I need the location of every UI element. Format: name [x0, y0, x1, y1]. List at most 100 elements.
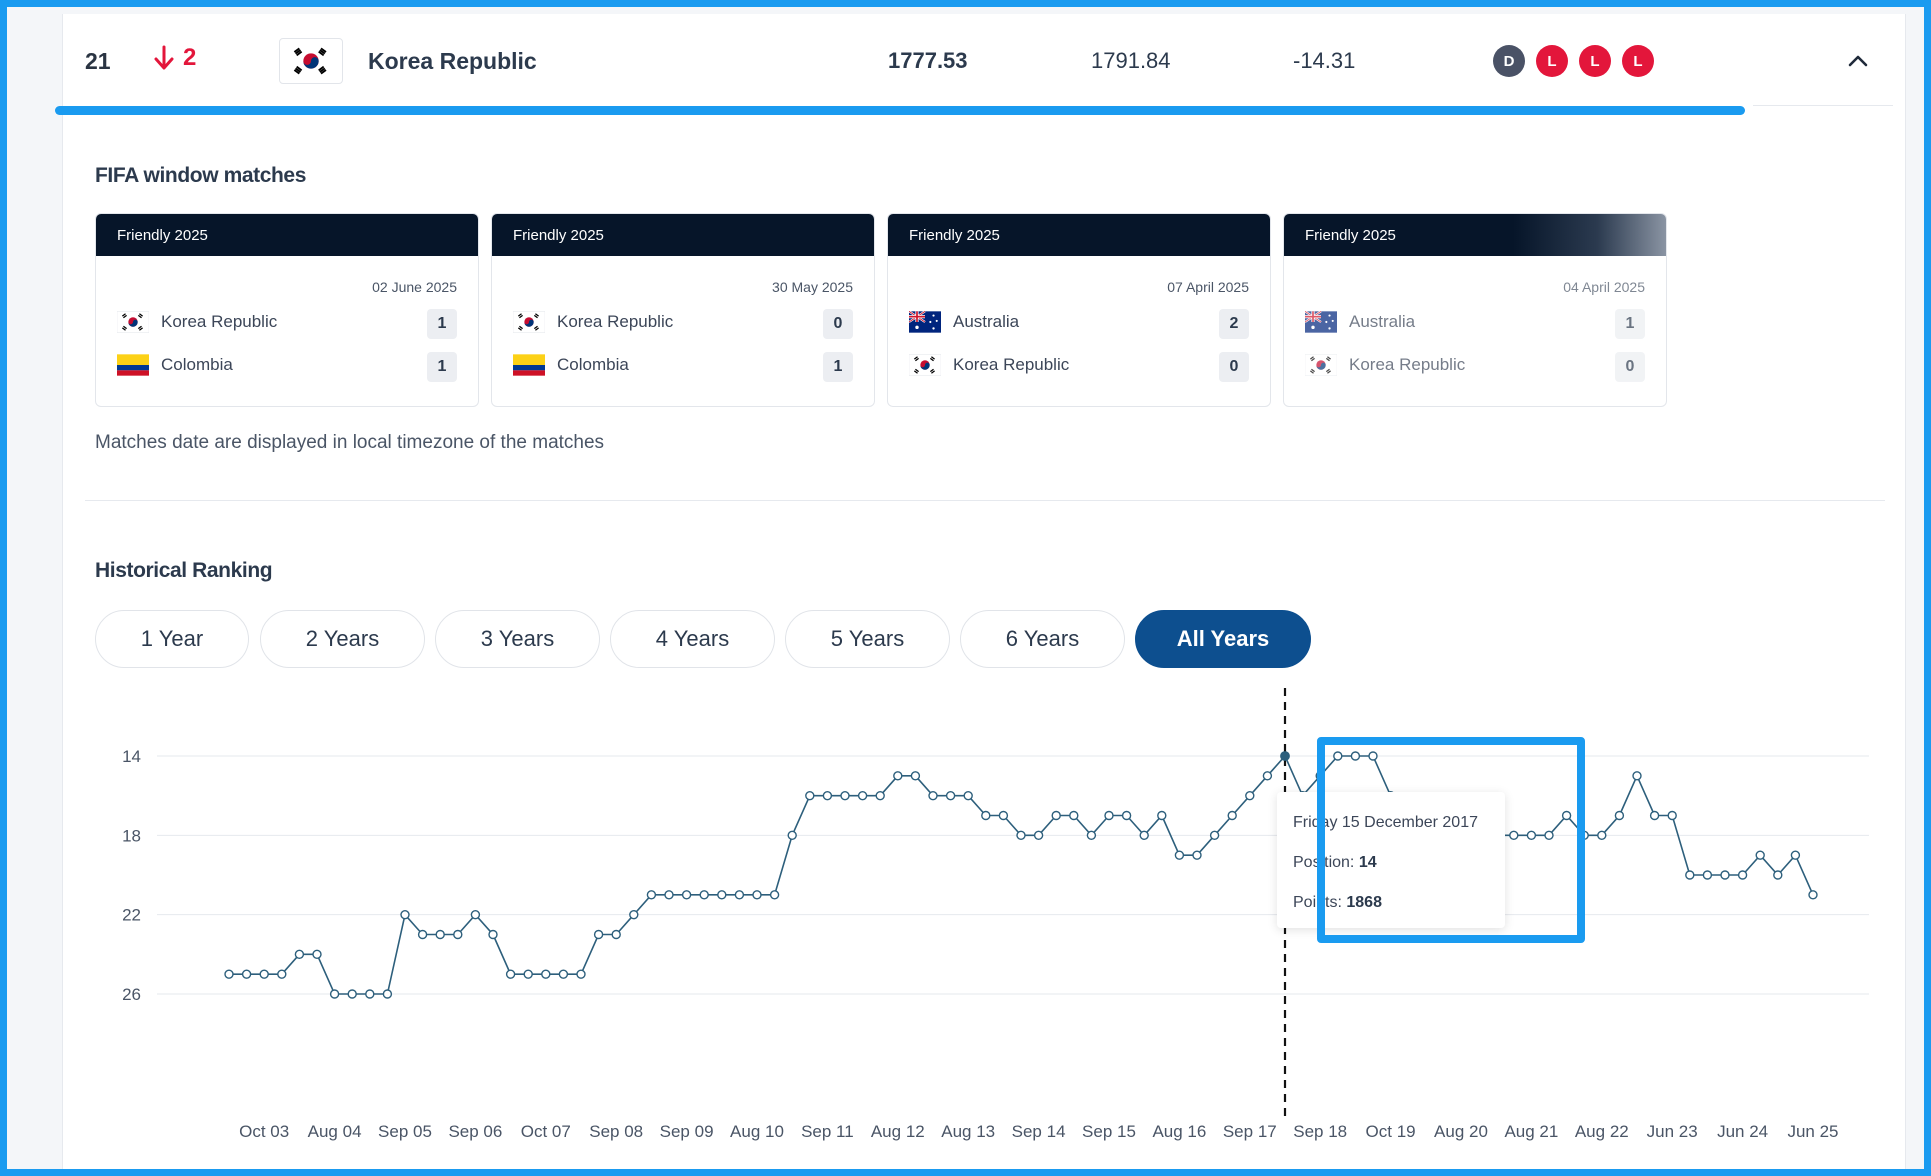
tab-6-years[interactable]: 6 Years: [960, 610, 1125, 668]
data-point[interactable]: [805, 790, 815, 801]
data-point[interactable]: [822, 790, 833, 801]
data-point[interactable]: [523, 969, 533, 979]
data-point[interactable]: [259, 969, 269, 979]
data-point[interactable]: [505, 969, 516, 979]
match-competition: Friendly 2025: [492, 214, 874, 256]
data-point[interactable]: [400, 909, 410, 920]
data-point[interactable]: [558, 969, 569, 979]
data-point[interactable]: [1597, 830, 1607, 841]
data-point[interactable]: [593, 929, 604, 940]
data-point[interactable]: [699, 890, 709, 900]
data-point[interactable]: [224, 969, 234, 979]
data-point[interactable]: [1808, 890, 1818, 900]
data-point[interactable]: [1544, 830, 1554, 841]
data-point[interactable]: [1350, 751, 1361, 761]
tab-all-years[interactable]: All Years: [1135, 610, 1311, 668]
data-point[interactable]: [382, 989, 393, 999]
data-point[interactable]: [611, 929, 621, 940]
data-point[interactable]: [1632, 771, 1642, 781]
away-team-name: Korea Republic: [953, 355, 1070, 374]
data-point[interactable]: [1104, 810, 1114, 821]
data-point[interactable]: [875, 790, 885, 801]
tab-2-years[interactable]: 2 Years: [260, 610, 425, 668]
data-point[interactable]: [787, 830, 797, 841]
data-point[interactable]: [1192, 850, 1202, 860]
data-point[interactable]: [646, 890, 657, 900]
data-point[interactable]: [1016, 830, 1026, 841]
data-point[interactable]: [312, 949, 322, 960]
data-point[interactable]: [1720, 870, 1730, 880]
data-point[interactable]: [488, 929, 498, 940]
data-point[interactable]: [1685, 870, 1695, 880]
tab-5-years[interactable]: 5 Years: [785, 610, 950, 668]
data-point[interactable]: [681, 890, 692, 900]
data-point[interactable]: [629, 909, 639, 920]
data-point[interactable]: [347, 989, 357, 999]
match-card[interactable]: Friendly 2025 07 April 2025 Australia 2 Kore…: [887, 213, 1271, 407]
data-point[interactable]: [277, 969, 287, 979]
data-point[interactable]: [1790, 850, 1801, 860]
data-point[interactable]: [1227, 810, 1237, 821]
data-point[interactable]: [241, 969, 252, 979]
data-point[interactable]: [1069, 810, 1079, 821]
data-point[interactable]: [1614, 810, 1625, 821]
data-point[interactable]: [470, 909, 481, 920]
tab-4-years[interactable]: 4 Years: [610, 610, 775, 668]
data-point[interactable]: [1033, 830, 1044, 841]
data-point[interactable]: [1086, 830, 1097, 841]
match-card[interactable]: Friendly 2025 02 June 2025 Korea Republic 1…: [95, 213, 479, 407]
data-point[interactable]: [910, 771, 921, 781]
data-point[interactable]: [541, 969, 551, 979]
data-point[interactable]: [1773, 870, 1783, 880]
data-point[interactable]: [1649, 810, 1660, 821]
data-point[interactable]: [453, 929, 463, 940]
tab-3-years[interactable]: 3 Years: [435, 610, 600, 668]
data-point[interactable]: [576, 969, 586, 979]
data-point[interactable]: [1755, 850, 1765, 860]
data-point[interactable]: [435, 929, 445, 940]
data-point[interactable]: [664, 890, 674, 900]
data-point[interactable]: [717, 890, 727, 900]
data-point[interactable]: [1245, 790, 1255, 801]
data-point[interactable]: [1333, 751, 1343, 761]
data-point[interactable]: [752, 890, 762, 900]
data-point[interactable]: [1262, 771, 1273, 781]
tab-1-year[interactable]: 1 Year: [95, 610, 249, 668]
highlighted-point[interactable]: [1280, 751, 1290, 761]
match-card[interactable]: Friendly 2025 30 May 2025 Korea Republic 0 C…: [491, 213, 875, 407]
data-point[interactable]: [928, 790, 938, 801]
chevron-up-icon[interactable]: [1847, 52, 1869, 68]
data-point[interactable]: [1139, 830, 1149, 841]
data-point[interactable]: [1174, 850, 1185, 860]
data-point[interactable]: [1121, 810, 1132, 821]
data-point[interactable]: [893, 771, 903, 781]
data-point[interactable]: [840, 790, 850, 801]
data-point[interactable]: [945, 790, 956, 801]
home-team-name: Australia: [1349, 312, 1416, 331]
data-point[interactable]: [417, 929, 428, 940]
data-point[interactable]: [365, 989, 375, 999]
away-team: Colombia: [117, 354, 233, 376]
data-point[interactable]: [1051, 810, 1061, 821]
data-point[interactable]: [734, 890, 745, 900]
ranking-row[interactable]: 21 2 Korea Republic 1777.53 1791.84: [63, 14, 1905, 106]
data-point[interactable]: [1561, 810, 1572, 821]
rank-number: 21: [85, 48, 111, 74]
data-point[interactable]: [857, 790, 868, 801]
data-point[interactable]: [769, 890, 780, 900]
data-point[interactable]: [1157, 810, 1167, 821]
data-point[interactable]: [981, 810, 991, 821]
data-point[interactable]: [1702, 870, 1713, 880]
home-team: Australia: [1305, 311, 1415, 333]
data-point[interactable]: [1368, 751, 1378, 761]
data-point[interactable]: [1737, 870, 1748, 880]
data-point[interactable]: [1209, 830, 1220, 841]
data-point[interactable]: [294, 949, 305, 960]
data-point[interactable]: [1667, 810, 1677, 821]
data-point[interactable]: [329, 989, 340, 999]
data-point[interactable]: [1526, 830, 1537, 841]
data-point[interactable]: [1509, 830, 1519, 841]
data-point[interactable]: [963, 790, 973, 801]
data-point[interactable]: [998, 810, 1009, 821]
match-card[interactable]: Friendly 2025 04 April 2025 Australia 1 Kore…: [1283, 213, 1667, 407]
